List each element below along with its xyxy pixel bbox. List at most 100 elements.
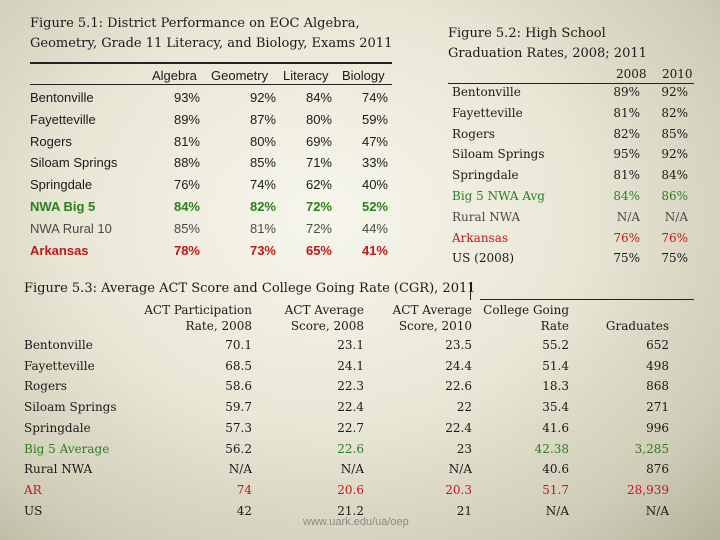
fig51-cell: 74% xyxy=(361,90,388,105)
fig53-cell: 20.6 xyxy=(337,482,364,497)
fig53-col-header-line2: Score, 2008 xyxy=(290,319,364,333)
fig51-row: NWA Big 5 84% 82% 72% 52% xyxy=(30,199,392,219)
fig53-cell: 41.6 xyxy=(542,420,569,435)
fig52-cell-2010: 82% xyxy=(661,105,688,120)
fig53-cell: 58.6 xyxy=(225,379,252,394)
fig53-cell: 22 xyxy=(456,400,472,415)
fig51-header-rule xyxy=(30,84,392,85)
fig53-cell: 498 xyxy=(646,358,669,373)
fig53-cell: N/A xyxy=(228,462,252,477)
fig51-cell: 41% xyxy=(361,242,388,258)
fig52-cell-2010: 92% xyxy=(661,147,688,162)
fig51-cell: 93% xyxy=(173,90,200,105)
fig51-row: NWA Rural 10 85% 81% 72% 44% xyxy=(30,221,392,241)
fig52-row-name: Rural NWA xyxy=(452,209,521,224)
fig53-col-header-line2: Score, 2010 xyxy=(398,319,472,333)
fig52-col-2008: 2008 xyxy=(616,67,647,81)
fig53-cell: 24.4 xyxy=(445,358,472,373)
fig51-col-header: Algebra xyxy=(152,68,197,83)
fig51-cell: 76% xyxy=(173,177,200,193)
fig53-col-header: College Going Rate xyxy=(483,302,569,334)
fig51-cell: 89% xyxy=(173,111,200,127)
fig53-col-header-line1: ACT Average xyxy=(284,303,364,317)
fig52-row-name: Rogers xyxy=(452,126,495,141)
fig51-cell: 85% xyxy=(173,220,200,236)
fig53-cell: 22.4 xyxy=(445,420,472,435)
fig51-cell: 65% xyxy=(305,242,332,258)
fig51-cell: 62% xyxy=(305,177,332,193)
fig53-col-header-line1: ACT Participation xyxy=(144,303,252,317)
fig53-col-header-line2: Rate xyxy=(540,319,569,333)
fig51-cell: 80% xyxy=(305,111,332,127)
fig51-row-name: Springdale xyxy=(30,177,93,193)
fig53-cell: 868 xyxy=(646,379,669,394)
fig53-cell: N/A xyxy=(545,503,569,518)
fig53-row-name: AR xyxy=(24,482,42,497)
fig53-row-name: Big 5 Average xyxy=(24,441,110,456)
fig51-cell: 80% xyxy=(249,133,276,149)
fig51-cell: 81% xyxy=(173,133,200,149)
fig51-cell: 78% xyxy=(173,242,200,258)
fig51-title: Figure 5.1: District Performance on EOC … xyxy=(30,14,392,54)
fig52-cell-2008: 81% xyxy=(613,168,640,183)
fig52-row-name: US (2008) xyxy=(452,251,515,266)
fig52-cell-2008: 82% xyxy=(613,126,640,141)
fig51-title-line1: Figure 5.1: District Performance on EOC … xyxy=(30,16,360,31)
fig51-cell: 85% xyxy=(249,155,276,171)
fig53-cell: 22.4 xyxy=(337,400,364,415)
fig52-col-2010: 2010 xyxy=(662,67,693,81)
fig53-cell: 42 xyxy=(236,503,252,518)
fig53-cell: 20.3 xyxy=(445,482,472,497)
fig51-cell: 74% xyxy=(249,177,276,193)
fig52-row-name: Big 5 NWA Avg xyxy=(452,189,545,203)
fig52-cell-2010: 76% xyxy=(661,230,688,245)
fig52-title-line2: Graduation Rates, 2008; 2011 xyxy=(448,46,647,61)
fig53-cell: N/A xyxy=(340,462,364,477)
fig51-cell: 71% xyxy=(305,155,332,171)
fig52-cell-2010: 84% xyxy=(661,168,688,183)
fig53-cell: 57.3 xyxy=(225,420,252,435)
fig53-cell: 22.7 xyxy=(337,420,364,435)
fig51-row-name: Bentonville xyxy=(30,90,94,105)
fig53-row-name: Bentonville xyxy=(24,338,93,352)
fig53-col-header: ACT Average Score, 2008 xyxy=(285,302,364,334)
fig52-cell-2008: N/A xyxy=(616,209,640,224)
fig53-cell: 23.1 xyxy=(337,338,364,352)
fig51-row: Siloam Springs 88% 85% 71% 33% xyxy=(30,155,392,175)
fig51-row-name: Arkansas xyxy=(30,242,89,258)
fig52-row-name: Siloam Springs xyxy=(452,147,545,162)
fig51-row: Fayetteville 89% 87% 80% 59% xyxy=(30,112,392,132)
footer-url: www.uark.edu/ua/oep xyxy=(303,516,409,528)
fig52-cell-2008: 75% xyxy=(613,251,640,266)
fig53-row-name: US xyxy=(24,503,43,518)
fig51-top-rule xyxy=(30,62,392,64)
fig53-col-header-line2: Rate, 2008 xyxy=(185,319,252,333)
fig51-cell: 47% xyxy=(361,133,388,149)
fig53-cell: 22.3 xyxy=(337,379,364,394)
fig53-cell: 35.4 xyxy=(542,400,569,415)
fig51-col-header: Literacy xyxy=(283,68,329,83)
fig53-cell: 21 xyxy=(456,503,472,518)
fig51-title-line2: Geometry, Grade 11 Literacy, and Biology… xyxy=(30,36,393,51)
fig53-cell: 23.5 xyxy=(445,338,472,352)
fig52-cell-2008: 84% xyxy=(613,189,640,203)
fig51-cell: 44% xyxy=(361,220,388,236)
fig53-cell: 40.6 xyxy=(542,462,569,477)
fig52-cell-2010: N/A xyxy=(664,209,688,224)
fig52-row-name: Arkansas xyxy=(452,230,509,245)
fig53-title-rule xyxy=(480,299,694,300)
fig51-cell: 84% xyxy=(173,199,200,214)
fig52-cell-2008: 81% xyxy=(613,105,640,120)
fig53-col-header-line1 xyxy=(606,302,669,318)
fig53-cell: 74 xyxy=(236,482,252,497)
fig53-cell: 70.1 xyxy=(225,338,252,352)
fig52-cell-2010: 86% xyxy=(661,189,688,203)
fig53-title: Figure 5.3: Average ACT Score and Colleg… xyxy=(24,281,476,296)
fig51-cell: 88% xyxy=(173,155,200,171)
fig53-col-header: ACT Average Score, 2010 xyxy=(393,302,472,334)
fig52-cell-2008: 95% xyxy=(613,147,640,162)
fig51-cell: 82% xyxy=(249,199,276,214)
fig51-col-header: Biology xyxy=(342,68,385,83)
fig53-col-header: Graduates xyxy=(606,302,669,334)
fig53-row-name: Siloam Springs xyxy=(24,400,117,415)
